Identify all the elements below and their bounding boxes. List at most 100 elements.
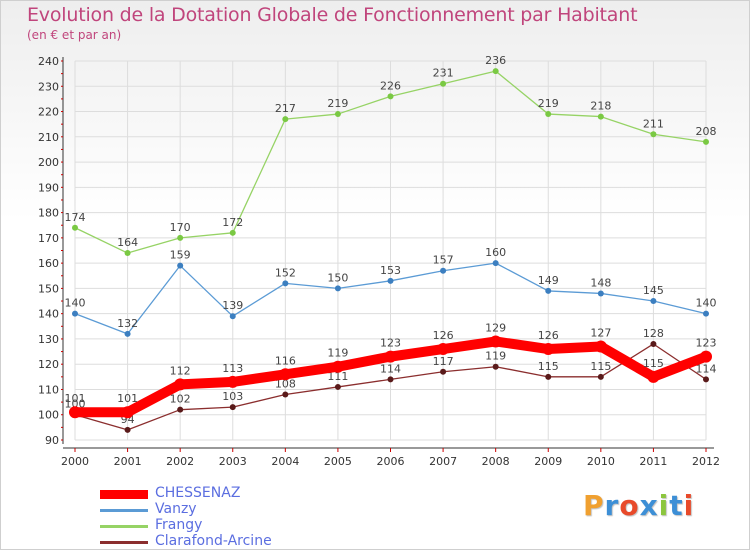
y-tick-label: 200 — [38, 156, 59, 169]
data-point — [124, 250, 131, 257]
data-point — [229, 229, 236, 236]
legend-swatch — [100, 509, 148, 512]
data-label: 101 — [117, 392, 138, 405]
data-point — [703, 310, 709, 317]
data-point — [124, 330, 131, 337]
data-label: 139 — [222, 299, 243, 312]
data-label: 129 — [485, 321, 506, 334]
y-tick-label: 170 — [38, 232, 59, 245]
data-label: 217 — [275, 102, 296, 115]
data-label: 114 — [380, 362, 401, 375]
data-point — [597, 373, 604, 380]
legend-swatch — [100, 490, 148, 499]
data-point — [226, 375, 239, 388]
data-label: 101 — [65, 392, 86, 405]
legend-item: CHESSENAZ — [100, 485, 340, 501]
data-point — [437, 343, 450, 356]
logo-letter: P — [583, 489, 605, 522]
data-label: 231 — [433, 67, 454, 80]
y-tick-label: 100 — [38, 409, 59, 422]
y-tick-label: 180 — [38, 207, 59, 220]
x-tick-label: 2000 — [61, 455, 89, 468]
data-point — [387, 277, 394, 284]
data-point — [650, 131, 657, 138]
data-label: 108 — [275, 378, 296, 391]
data-label: 152 — [275, 266, 296, 279]
x-tick-label: 2012 — [692, 455, 720, 468]
data-label: 116 — [275, 354, 296, 367]
y-tick-label: 210 — [38, 131, 59, 144]
data-label: 114 — [696, 362, 717, 375]
data-point — [542, 343, 555, 356]
logo-letter: o — [619, 489, 640, 522]
data-point — [229, 313, 236, 320]
x-tick-label: 2008 — [482, 455, 510, 468]
data-point — [334, 383, 341, 390]
legend-swatch — [100, 541, 148, 544]
legend-item: Frangy — [100, 517, 340, 533]
data-point — [492, 68, 499, 75]
data-point — [440, 267, 447, 274]
data-point — [545, 287, 552, 294]
data-label: 115 — [538, 360, 559, 373]
data-point — [124, 426, 131, 433]
data-point — [440, 80, 447, 87]
x-tick-label: 2003 — [219, 455, 247, 468]
y-tick-label: 90 — [45, 434, 59, 447]
data-point — [545, 111, 552, 118]
data-point — [703, 138, 709, 145]
data-label: 145 — [643, 284, 664, 297]
y-tick-label: 140 — [38, 308, 59, 321]
y-tick-label: 230 — [38, 80, 59, 93]
data-point — [229, 404, 236, 411]
logo-letter: i — [683, 489, 695, 522]
data-point — [121, 406, 134, 419]
data-label: 115 — [643, 357, 664, 370]
data-point — [334, 111, 341, 118]
data-label: 218 — [590, 100, 611, 113]
data-label: 102 — [170, 393, 191, 406]
data-point — [72, 224, 78, 231]
x-tick-label: 2006 — [377, 455, 405, 468]
data-label: 119 — [485, 350, 506, 363]
data-point — [492, 363, 499, 370]
legend-item: Vanzy — [100, 501, 340, 517]
data-label: 113 — [222, 362, 243, 375]
x-tick-label: 2009 — [534, 455, 562, 468]
data-label: 236 — [485, 54, 506, 67]
data-label: 112 — [170, 364, 191, 377]
y-tick-label: 160 — [38, 257, 59, 270]
data-label: 164 — [117, 236, 138, 249]
data-point — [279, 368, 292, 381]
legend-label: Frangy — [155, 517, 203, 533]
data-label: 117 — [433, 355, 454, 368]
legend-item: Clarafond-Arcine — [100, 533, 340, 549]
data-label: 119 — [327, 347, 348, 360]
data-point — [384, 350, 397, 363]
data-label: 126 — [433, 329, 454, 342]
y-tick-label: 220 — [38, 106, 59, 119]
logo-letter: t — [669, 489, 684, 522]
data-point — [594, 340, 607, 353]
data-label: 127 — [590, 327, 611, 340]
data-label: 208 — [696, 125, 717, 138]
data-label: 140 — [696, 297, 717, 310]
data-point — [650, 298, 657, 305]
data-point — [597, 290, 604, 297]
data-point — [387, 93, 394, 100]
logo-letter: i — [658, 489, 670, 522]
data-point — [545, 373, 552, 380]
data-label: 170 — [170, 221, 191, 234]
x-tick-label: 2004 — [271, 455, 299, 468]
data-point — [440, 368, 447, 375]
x-tick-label: 2010 — [587, 455, 615, 468]
data-point — [647, 370, 660, 383]
data-label: 226 — [380, 79, 401, 92]
data-point — [282, 391, 289, 398]
data-label: 174 — [65, 211, 86, 224]
data-point — [703, 376, 709, 383]
logo-letter: x — [639, 489, 659, 522]
y-tick-label: 130 — [38, 333, 59, 346]
